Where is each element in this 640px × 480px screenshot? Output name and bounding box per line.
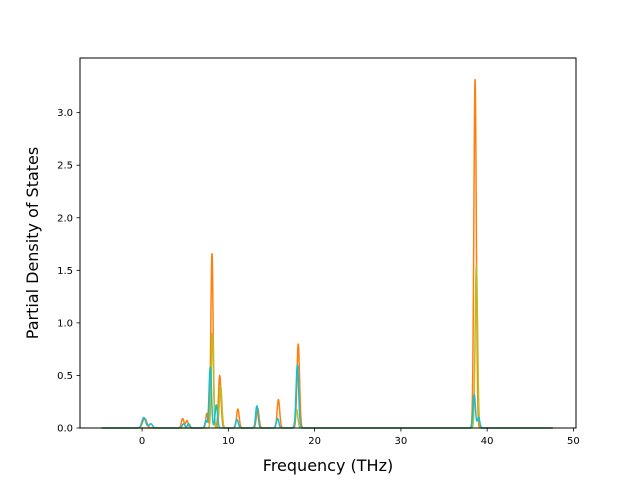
- x-tick-label: 40: [481, 436, 494, 447]
- y-tick-label: 2.0: [57, 213, 73, 224]
- plot-frame: [79, 57, 577, 429]
- x-axis: 0 10 20 30 40 50: [139, 428, 580, 447]
- y-tick-label: 3.0: [57, 108, 73, 119]
- y-tick-label: 0.5: [57, 371, 73, 382]
- x-tick-label: 20: [308, 436, 321, 447]
- x-tick-label: 10: [222, 436, 235, 447]
- y-tick-label: 1.0: [57, 318, 73, 329]
- x-tick-label: 50: [567, 436, 580, 447]
- y-axis-label: Partial Density of States: [23, 147, 42, 339]
- y-axis: 0.0 0.5 1.0 1.5 2.0 2.5 3.0: [57, 108, 80, 435]
- y-tick-label: 0.0: [57, 424, 73, 435]
- y-tick-label: 2.5: [57, 161, 73, 172]
- y-tick-label: 1.5: [57, 266, 73, 277]
- x-tick-label: 0: [139, 436, 145, 447]
- x-tick-label: 30: [395, 436, 408, 447]
- x-axis-label: Frequency (THz): [263, 456, 393, 475]
